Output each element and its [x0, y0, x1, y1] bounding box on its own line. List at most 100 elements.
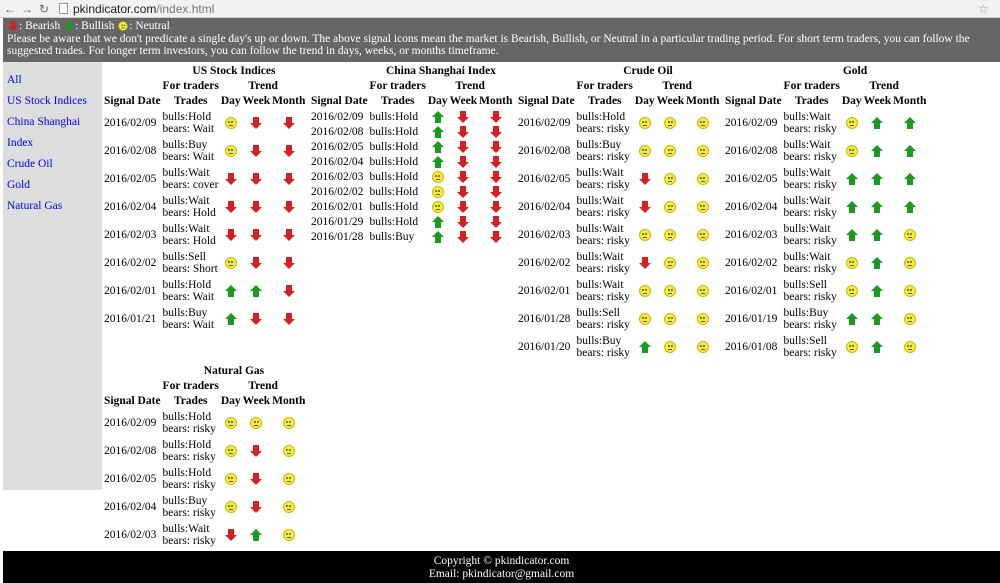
- neutral-face-icon: [282, 445, 295, 458]
- trades-cell: bulls:Wait bears: Hold: [162, 221, 220, 249]
- table-row: 2016/02/03 bulls:Wait bears: risky: [724, 221, 927, 249]
- neutral-face-icon: [224, 145, 237, 158]
- month-trend-cell: [271, 437, 306, 465]
- bears-advice: bears: Wait: [162, 151, 215, 163]
- trades-cell: bulls:Wait bears: risky: [783, 249, 841, 277]
- week-trend-cell: [449, 214, 478, 229]
- signal-table: US Stock Indices For traders Trend Signal D…: [103, 64, 306, 333]
- neutral-face-icon: [664, 285, 677, 298]
- bearish-arrow-down-icon: [638, 173, 651, 186]
- week-header: Week: [656, 95, 685, 107]
- sidebar-link[interactable]: Index: [7, 137, 34, 149]
- icon-legend: : Bearish : Bullish : Neutral: [7, 20, 996, 33]
- bulls-advice: bulls:Wait: [576, 279, 624, 291]
- neutral-face-icon: [282, 473, 295, 486]
- blank-header: [103, 79, 162, 94]
- day-trend-cell: [220, 277, 242, 305]
- bearish-arrow-down-icon: [250, 257, 263, 270]
- week-trend-cell: [656, 137, 685, 165]
- table-row: 2016/02/08 bulls:Hold: [310, 124, 513, 139]
- neutral-face-icon: [664, 117, 677, 130]
- trend-header: Trend: [455, 80, 485, 92]
- day-trend-cell: [220, 465, 242, 493]
- week-trend-cell: [449, 109, 478, 124]
- signal-date: 2016/02/09: [311, 110, 364, 123]
- signal-date: 2016/02/03: [518, 229, 571, 241]
- neutral-face-icon: [664, 201, 677, 214]
- signal-date-header: Signal Date: [104, 95, 161, 107]
- trades-cell: bulls:Wait bears: risky: [783, 165, 841, 193]
- signal-date: 2016/02/08: [725, 145, 778, 157]
- bulls-advice: bulls:Buy: [369, 230, 415, 243]
- month-trend-cell: [478, 154, 513, 169]
- table-row: 2016/02/05 bulls:Hold bears: risky: [103, 465, 306, 493]
- table-row: 2016/02/08 bulls:Buy bears: risky: [517, 137, 720, 165]
- sidebar-link[interactable]: Natural Gas: [7, 200, 63, 212]
- week-trend-cell: [449, 229, 478, 244]
- reload-icon[interactable]: ↻: [38, 1, 50, 16]
- trades-cell: bulls:Wait bears: risky: [576, 165, 634, 193]
- bears-advice: bears: risky: [783, 207, 837, 219]
- trades-cell: bulls:Buy bears: risky: [162, 493, 220, 521]
- bulls-advice: bulls:Hold: [369, 185, 419, 198]
- trades-cell: bulls:Wait bears: Hold: [162, 193, 220, 221]
- week-trend-cell: [863, 305, 892, 333]
- bearish-arrow-down-icon: [489, 125, 502, 138]
- week-trend-cell: [242, 165, 271, 193]
- bearish-arrow-down-icon: [282, 173, 295, 186]
- bullish-arrow-up-icon: [871, 145, 884, 158]
- bullish-arrow-up-icon: [431, 215, 444, 228]
- bulls-advice: bulls:Sell: [162, 251, 206, 263]
- bearish-arrow-down-icon: [250, 117, 263, 130]
- signal-date: 2016/02/02: [311, 185, 364, 198]
- week-trend-cell: [242, 493, 271, 521]
- bearish-arrow-down-icon: [457, 200, 470, 213]
- table-row: 2016/02/05 bulls:Wait bears: cover: [103, 165, 306, 193]
- sidebar-link[interactable]: Crude Oil: [7, 158, 53, 170]
- notice-text: Please be aware that we don't predicate …: [7, 32, 970, 57]
- signal-date: 2016/02/08: [518, 145, 571, 157]
- bearish-arrow-down-icon: [224, 229, 237, 242]
- bears-advice: bears: risky: [576, 263, 630, 275]
- table-row: 2016/02/04 bulls:Wait bears: risky: [724, 193, 927, 221]
- trades-cell: bulls:Hold bears: risky: [576, 109, 634, 137]
- signal-date: 2016/02/09: [725, 117, 778, 129]
- bearish-arrow-down-icon: [282, 117, 295, 130]
- forward-icon[interactable]: →: [21, 1, 33, 16]
- neutral-face-icon: [664, 341, 677, 354]
- trend-header: Trend: [662, 80, 692, 92]
- back-icon[interactable]: ←: [4, 1, 16, 16]
- address-bar[interactable]: pkindicator.com/index.html: [59, 2, 978, 16]
- trades-cell: bulls:Hold bears: risky: [162, 465, 220, 493]
- signal-date: 2016/02/02: [104, 257, 157, 269]
- trades-cell: bulls:Wait bears: risky: [576, 193, 634, 221]
- week-trend-cell: [449, 154, 478, 169]
- sidebar-link[interactable]: US Stock Indices: [7, 95, 87, 107]
- neutral-face-icon: [638, 313, 651, 326]
- neutral-face-icon: [282, 501, 295, 514]
- table-row: 2016/01/19 bulls:Buy bears: risky: [724, 305, 927, 333]
- bullish-arrow-up-icon: [871, 117, 884, 130]
- month-trend-cell: [478, 184, 513, 199]
- month-trend-cell: [685, 333, 720, 361]
- bulls-advice: bulls:Wait: [783, 139, 831, 151]
- bearish-arrow-down-icon: [224, 201, 237, 214]
- signal-date: 2016/02/03: [725, 229, 778, 241]
- sidebar-link[interactable]: China Shanghai: [7, 116, 81, 128]
- bearish-arrow-down-icon: [8, 21, 18, 32]
- bearish-arrow-down-icon: [224, 173, 237, 186]
- neutral-face-icon: [903, 257, 916, 270]
- trades-cell: bulls:Hold: [369, 214, 427, 229]
- week-trend-cell: [242, 249, 271, 277]
- day-trend-cell: [220, 249, 242, 277]
- neutral-face-icon: [224, 501, 237, 514]
- bullish-arrow-up-icon: [64, 21, 74, 32]
- bookmark-star-icon[interactable]: ☆: [978, 1, 989, 16]
- sidebar-link[interactable]: Gold: [7, 179, 30, 191]
- bearish-arrow-down-icon: [282, 257, 295, 270]
- day-trend-cell: [220, 193, 242, 221]
- signal-date: 2016/02/03: [311, 170, 364, 183]
- signal-date: 2016/02/01: [104, 285, 157, 297]
- sidebar-link[interactable]: All: [7, 74, 22, 86]
- bullish-arrow-up-icon: [845, 229, 858, 242]
